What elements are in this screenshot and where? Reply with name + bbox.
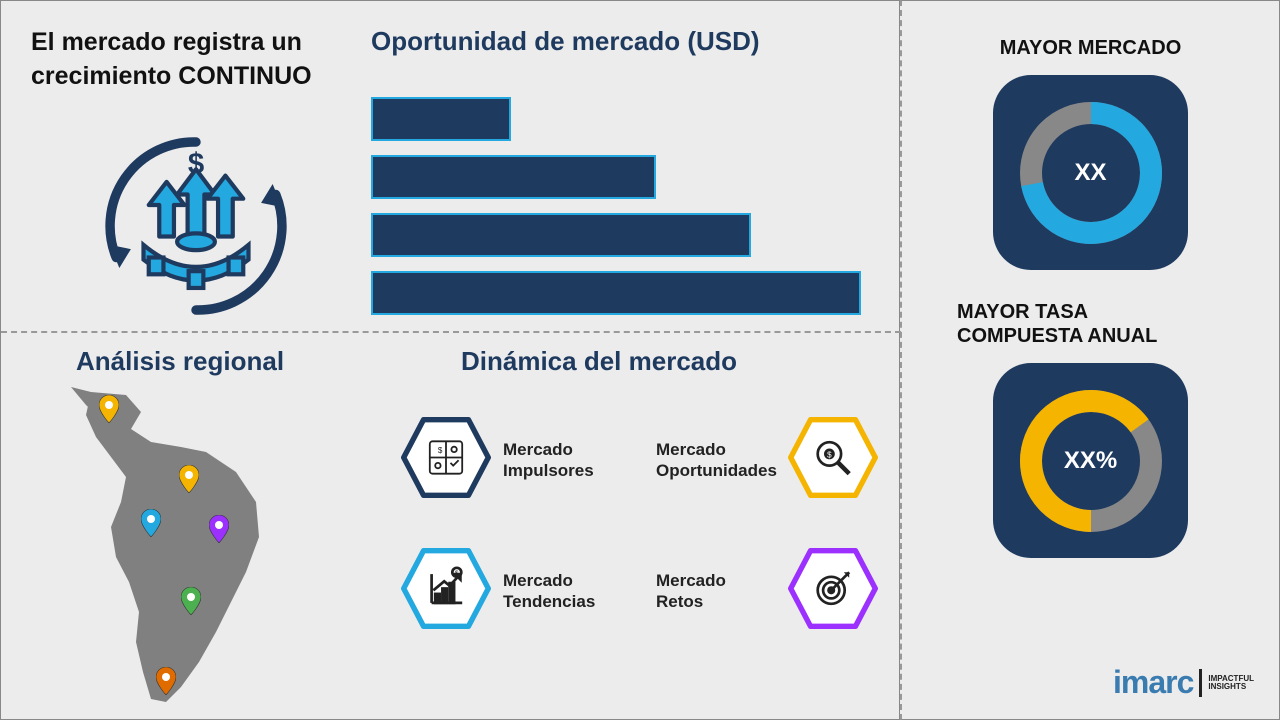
map-pin-icon: [179, 465, 199, 493]
regional-title: Análisis regional: [76, 346, 381, 377]
dynamics-item: MercadoOportunidades $: [656, 417, 891, 503]
opportunity-section: Oportunidad de mercado (USD): [371, 26, 881, 329]
horizontal-divider: [1, 331, 901, 333]
dynamics-item: MercadoTendencias $: [401, 548, 636, 634]
growth-title: El mercado registra un crecimiento CONTI…: [31, 26, 361, 94]
regional-section: Análisis regional: [31, 346, 381, 697]
dynamics-hexagon-icon: $: [401, 417, 491, 503]
opportunity-bar: [371, 97, 511, 141]
largest-market-card: XX: [993, 75, 1188, 270]
map-pin-icon: [156, 667, 176, 695]
growth-title-line2: crecimiento CONTINUO: [31, 62, 312, 90]
svg-text:$: $: [827, 451, 832, 460]
opportunity-bar: [371, 213, 751, 257]
highest-cagr-title: MAYOR TASA COMPUESTA ANUAL: [957, 300, 1249, 348]
highest-cagr-title-l1: MAYOR TASA: [957, 301, 1088, 323]
highest-cagr-title-l2: COMPUESTA ANUAL: [957, 325, 1157, 347]
growth-section: El mercado registra un crecimiento CONTI…: [31, 26, 361, 94]
logo-tagline-l2: INSIGHTS: [1208, 683, 1254, 691]
opportunity-bar: [371, 155, 656, 199]
dynamics-item-label: MercadoImpulsores: [503, 439, 623, 482]
map-pin-icon: [181, 587, 201, 615]
highest-cagr-card: XX%: [993, 363, 1188, 558]
brand-logo: imarc IMPACTFUL INSIGHTS: [1113, 664, 1254, 701]
map-pin-icon: [141, 509, 161, 537]
map-pin-icon: [209, 515, 229, 543]
map-pin-icon: [99, 395, 119, 423]
dynamics-hexagon-icon: $: [788, 417, 878, 503]
opportunity-bar: [371, 271, 861, 315]
latin-america-map: [31, 387, 311, 697]
dynamics-item: MercadoImpulsores $: [401, 417, 636, 503]
opportunity-title: Oportunidad de mercado (USD): [371, 26, 881, 57]
highest-cagr-value: XX%: [1064, 447, 1117, 475]
growth-cycle-icon: $: [91, 121, 301, 331]
right-panel: MAYOR MERCADO XX MAYOR TASA COMPUESTA AN…: [900, 0, 1280, 720]
logo-text: imarc: [1113, 664, 1193, 701]
logo-divider: [1199, 669, 1202, 697]
largest-market-title: MAYOR MERCADO: [932, 36, 1249, 60]
svg-text:$: $: [438, 446, 443, 455]
infographic-root: El mercado registra un crecimiento CONTI…: [0, 0, 1280, 720]
dynamics-grid: MercadoImpulsores $ MercadoOportunidades…: [401, 417, 891, 634]
dynamics-section: Dinámica del mercado MercadoImpulsores $…: [401, 346, 891, 634]
logo-tagline: IMPACTFUL INSIGHTS: [1208, 675, 1254, 691]
dynamics-hexagon-icon: [788, 548, 878, 634]
growth-title-line1: El mercado registra un: [31, 28, 302, 56]
dynamics-title: Dinámica del mercado: [461, 346, 891, 377]
dynamics-hexagon-icon: $: [401, 548, 491, 634]
dynamics-item: MercadoRetos: [656, 548, 891, 634]
svg-text:$: $: [455, 570, 459, 577]
dynamics-item-label: MercadoOportunidades: [656, 439, 776, 482]
dynamics-item-label: MercadoTendencias: [503, 570, 623, 613]
largest-market-value: XX: [1074, 159, 1106, 187]
left-panel: El mercado registra un crecimiento CONTI…: [0, 0, 900, 720]
opportunity-bar-chart: [371, 97, 881, 315]
dynamics-item-label: MercadoRetos: [656, 570, 776, 613]
